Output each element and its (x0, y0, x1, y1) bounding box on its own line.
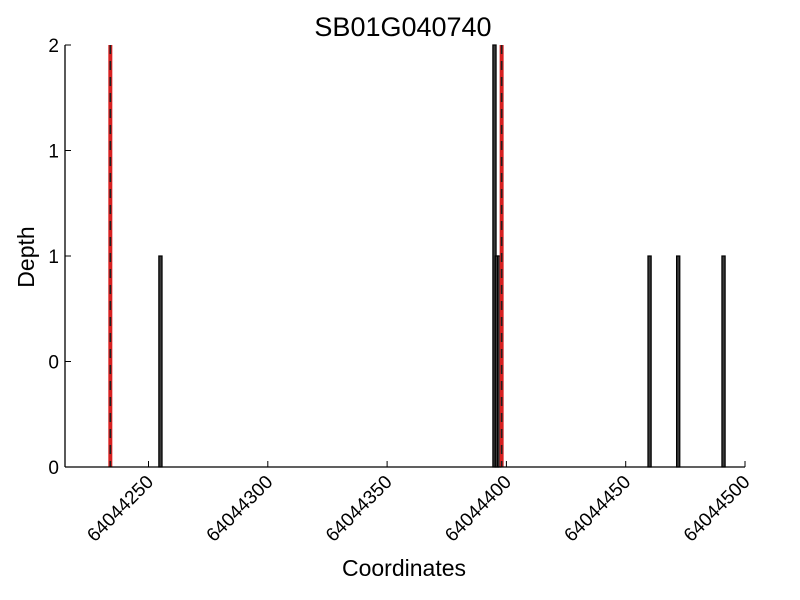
bars-group (158, 44, 726, 468)
x-axis-label: Coordinates (342, 555, 466, 581)
y-tick-label-2: 1 (48, 247, 59, 268)
x-tick-label-4: 64044450 (561, 472, 636, 547)
bar-4 (647, 255, 652, 468)
y-tick-label-1: 0 (48, 353, 59, 374)
y-axis-label: Depth (13, 226, 39, 287)
x-tick-label-3: 64044400 (441, 472, 516, 547)
markers-group (108, 45, 504, 467)
y-tick-label-4: 2 (48, 36, 59, 57)
x-tick-label-0: 64044250 (83, 472, 158, 547)
chart-title: SB01G040740 (314, 12, 491, 42)
bar-0 (158, 255, 163, 468)
x-tick-label-5: 64044500 (680, 472, 755, 547)
y-tick-label-3: 1 (48, 142, 59, 163)
bar-5 (675, 255, 681, 468)
x-tick-label-2: 64044350 (322, 472, 397, 547)
y-tick-label-0: 0 (48, 458, 59, 479)
x-tick-label-1: 64044300 (203, 472, 278, 547)
bar-6 (721, 255, 726, 468)
